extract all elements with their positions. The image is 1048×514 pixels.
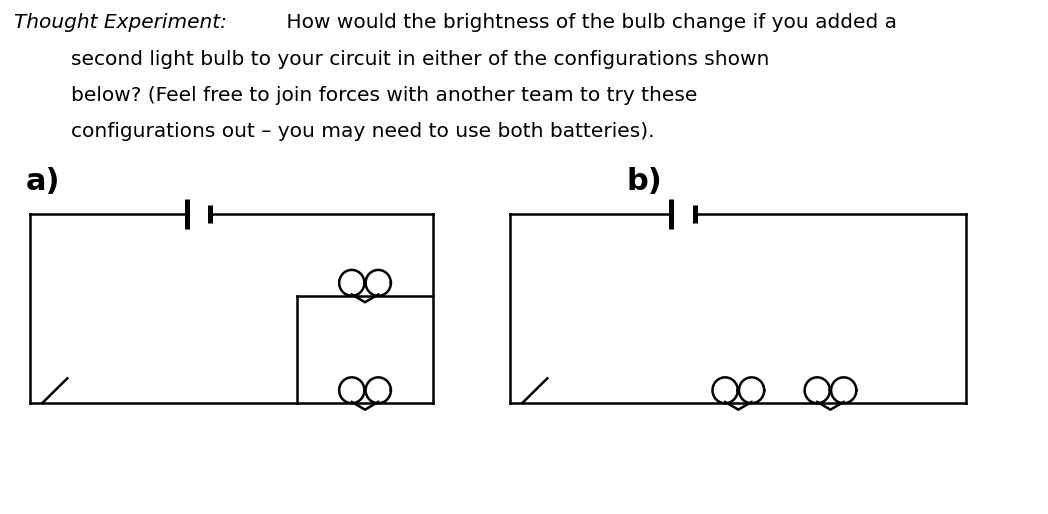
Text: a): a)	[25, 168, 60, 196]
Text: configurations out – you may need to use both batteries).: configurations out – you may need to use…	[71, 122, 655, 141]
Text: How would the brightness of the bulb change if you added a: How would the brightness of the bulb cha…	[281, 13, 897, 32]
Text: Thought Experiment: How would the brightness of the bulb change if you added a: Thought Experiment: How would the bright…	[14, 13, 845, 32]
Text: b): b)	[627, 168, 662, 196]
Text: below? (Feel free to join forces with another team to try these: below? (Feel free to join forces with an…	[71, 86, 698, 105]
Text: Thought Experiment:: Thought Experiment:	[14, 13, 226, 32]
Text: second light bulb to your circuit in either of the configurations shown: second light bulb to your circuit in eit…	[71, 50, 769, 69]
